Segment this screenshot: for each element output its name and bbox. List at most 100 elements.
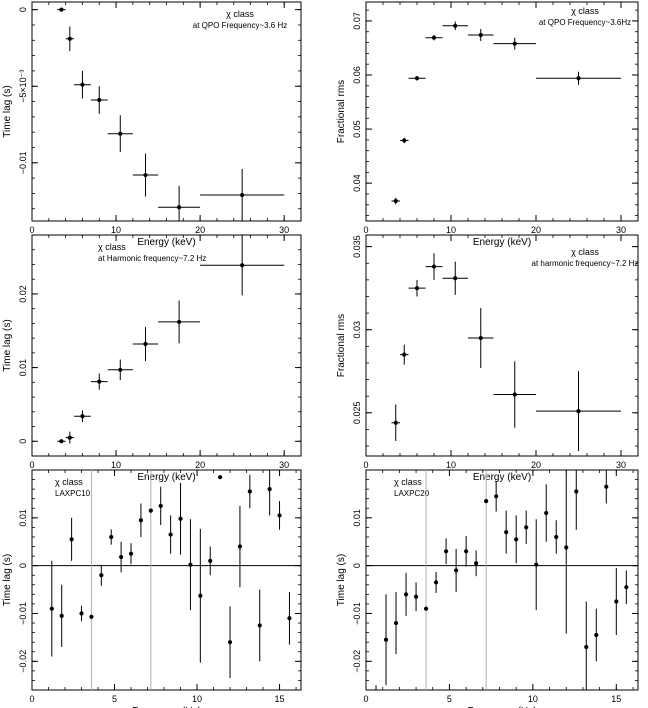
- data-point: [504, 510, 509, 554]
- data-marker: [143, 341, 148, 347]
- y-tick-label: 0.05: [352, 120, 362, 138]
- y-tick-label: 0.025: [352, 402, 362, 425]
- data-marker: [80, 82, 85, 87]
- data-marker: [240, 263, 245, 268]
- data-marker: [97, 97, 102, 103]
- plot-area: [57, 7, 285, 221]
- data-point: [423, 606, 429, 611]
- annotation-text: χ class: [55, 477, 83, 487]
- data-point: [584, 601, 589, 690]
- data-marker: [576, 409, 581, 414]
- data-point: [468, 29, 494, 41]
- x-tick-label: 15: [611, 694, 621, 704]
- chart-panel-rms-harmonic: 0 10 20 30 0.025 0.03 0.035 Energy (keV) Fractio…: [336, 234, 639, 483]
- data-marker: [227, 640, 233, 645]
- data-point: [614, 568, 619, 635]
- x-tick-label: 15: [275, 694, 285, 704]
- data-marker: [79, 611, 84, 616]
- plot-frame: [365, 469, 639, 691]
- annotation-text: χ class: [98, 242, 126, 252]
- data-marker: [97, 379, 102, 384]
- x-tick-label: 20: [531, 225, 541, 235]
- chart-panel-lag-qpo: 0 10 20 30 0 −5×10⁻³ −0.01 Energy (keV) Time lag…: [2, 1, 302, 248]
- data-point: [178, 482, 183, 555]
- data-point: [443, 538, 449, 565]
- y-axis-label: Time lag (s): [336, 554, 347, 606]
- data-marker: [177, 205, 182, 210]
- annotation-text: χ class: [571, 247, 599, 257]
- x-tick-label: 20: [195, 460, 205, 470]
- data-marker: [453, 23, 458, 28]
- data-marker: [413, 594, 419, 599]
- data-point: [484, 498, 489, 504]
- data-marker: [59, 439, 64, 444]
- data-point: [168, 515, 173, 554]
- y-tick-label: 0.06: [352, 66, 362, 84]
- plot-area: [32, 470, 301, 690]
- y-tick-label: −5×10⁻³: [18, 70, 28, 103]
- plot-frame: [365, 234, 639, 457]
- data-point: [49, 560, 54, 657]
- data-marker: [148, 508, 153, 513]
- data-point: [158, 486, 163, 525]
- x-axis-label: Frequency (Hz): [468, 706, 537, 708]
- data-marker: [414, 286, 420, 291]
- data-point: [393, 591, 399, 655]
- data-point: [99, 564, 104, 586]
- data-marker: [118, 131, 123, 136]
- data-marker: [277, 513, 282, 518]
- y-axis-label: Fractional rms: [336, 314, 347, 377]
- x-tick-label: 30: [279, 225, 289, 235]
- data-point: [128, 543, 134, 565]
- y-tick-label: 0.03: [352, 321, 362, 339]
- data-marker: [604, 484, 609, 489]
- data-marker: [257, 623, 262, 628]
- data-point: [200, 168, 285, 221]
- data-marker: [443, 549, 449, 554]
- data-marker: [118, 367, 123, 372]
- data-marker: [512, 41, 517, 46]
- data-point: [433, 571, 439, 593]
- data-point: [208, 546, 213, 576]
- data-point: [74, 70, 91, 99]
- data-marker: [287, 616, 292, 621]
- data-point: [474, 550, 479, 577]
- data-marker: [99, 573, 104, 578]
- y-tick-label: 0.01: [18, 359, 28, 377]
- data-point: [425, 253, 443, 280]
- chart-panel-lag-frequency-laxpc10: 0 5 10 15 −0.02 −0.01 0 0.01 Frequency (Hz) Time …: [2, 469, 302, 708]
- data-marker: [414, 76, 420, 81]
- data-marker: [247, 489, 252, 494]
- y-tick-label: −0.01: [352, 602, 362, 625]
- data-marker: [402, 352, 407, 357]
- data-point: [188, 519, 193, 611]
- data-point: [89, 614, 94, 619]
- data-marker: [267, 487, 272, 492]
- data-point: [454, 548, 459, 592]
- annotation-text: at harmonic frequency~7.2 Hz: [532, 259, 639, 268]
- x-tick-label: 0: [363, 694, 368, 704]
- x-axis-label: Energy (keV): [137, 472, 195, 483]
- data-marker: [423, 606, 429, 611]
- annotation-text: at QPO Frequency~3.6Hz: [539, 18, 631, 27]
- data-marker: [128, 551, 134, 556]
- data-point: [391, 197, 400, 205]
- data-point: [624, 570, 629, 604]
- x-axis-label: Energy (keV): [473, 237, 531, 248]
- chart-panel-lag-harmonic: 0 10 20 30 0 0.01 0.02 Energy (keV) Time lag (s)…: [2, 234, 302, 483]
- data-point: [267, 470, 272, 516]
- data-point: [468, 308, 494, 368]
- y-tick-label: 0.07: [352, 12, 362, 30]
- data-marker: [624, 585, 629, 590]
- annotation-text: at QPO Frequency~3.6 Hz: [193, 21, 288, 30]
- data-marker: [198, 593, 203, 598]
- data-point: [413, 582, 419, 612]
- x-tick-label: 5: [447, 694, 452, 704]
- x-tick-label: 0: [29, 225, 34, 235]
- data-point: [400, 344, 409, 365]
- data-marker: [80, 414, 85, 419]
- x-axis-label: Energy (keV): [473, 472, 531, 483]
- data-point: [132, 327, 159, 361]
- plot-area: [57, 235, 285, 444]
- x-tick-label: 10: [192, 694, 202, 704]
